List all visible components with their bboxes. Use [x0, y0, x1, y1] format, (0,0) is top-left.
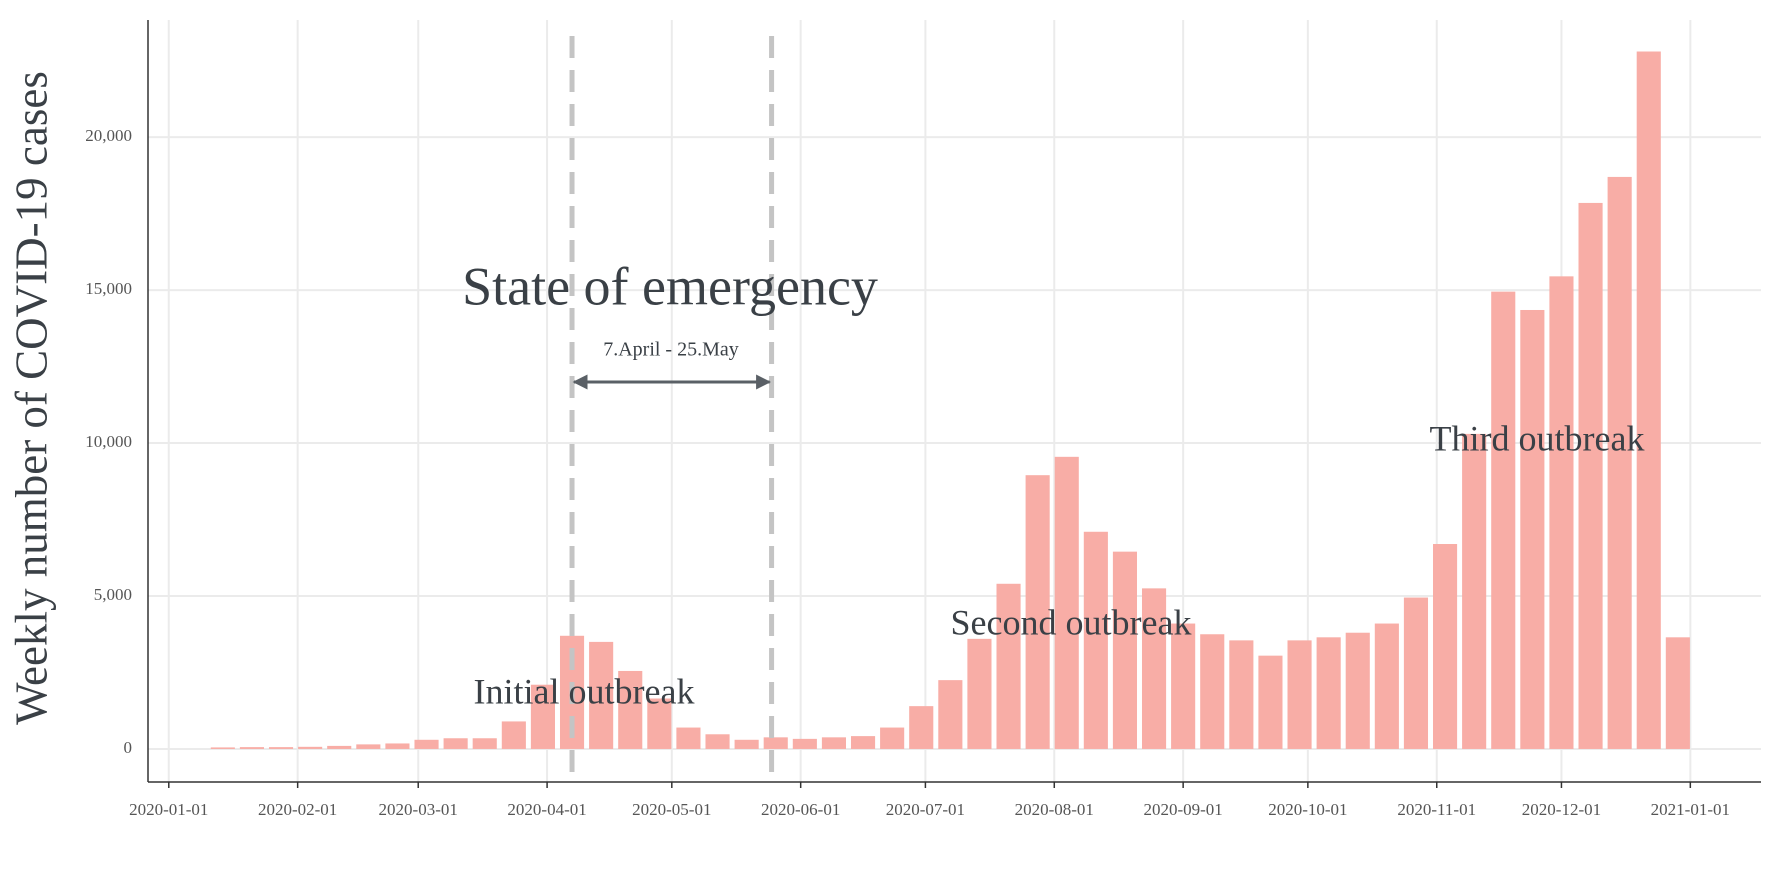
bar — [1112, 551, 1138, 749]
x-tick-label: 2020-09-01 — [1143, 800, 1222, 819]
x-tick-label: 2020-12-01 — [1522, 800, 1601, 819]
x-tick-label: 2020-10-01 — [1268, 800, 1347, 819]
y-tick-label: 5,000 — [94, 585, 132, 604]
bar — [1200, 634, 1225, 749]
bar — [647, 698, 672, 749]
bar — [327, 745, 352, 749]
bar — [1141, 588, 1167, 749]
x-tick-label: 2020-04-01 — [507, 800, 586, 819]
x-tick-label: 2020-01-01 — [129, 800, 208, 819]
bar — [734, 739, 759, 749]
x-tick-label: 2020-11-01 — [1397, 800, 1476, 819]
bar — [414, 739, 439, 749]
annotation: Initial outbreak — [474, 671, 695, 711]
bar — [1316, 637, 1341, 749]
bar — [1432, 544, 1458, 749]
y-tick-label: 10,000 — [85, 432, 132, 451]
x-tick-label: 2020-02-01 — [258, 800, 337, 819]
bar — [1578, 202, 1603, 749]
y-tick-label: 0 — [124, 738, 133, 757]
annotation: Second outbreak — [951, 602, 1192, 642]
annotation: Third outbreak — [1430, 418, 1645, 458]
bar — [1025, 475, 1050, 749]
bar — [1462, 433, 1487, 749]
bar — [1345, 632, 1370, 749]
bar — [618, 670, 643, 749]
bar — [938, 680, 963, 749]
x-tick-label: 2020-08-01 — [1015, 800, 1094, 819]
bar — [676, 727, 701, 749]
x-tick-label: 2020-05-01 — [632, 800, 711, 819]
bar — [1083, 531, 1108, 749]
bar — [967, 638, 992, 749]
bar — [1287, 640, 1312, 749]
bar — [239, 747, 264, 749]
bar — [443, 738, 468, 749]
bar — [1374, 623, 1399, 749]
x-tick-label: 2020-06-01 — [761, 800, 840, 819]
bar — [530, 684, 555, 749]
y-tick-label: 20,000 — [85, 126, 132, 145]
bar — [1403, 597, 1429, 749]
bar — [589, 641, 614, 749]
bar — [880, 727, 905, 749]
bar — [268, 747, 294, 749]
y-axis-label: Weekly number of COVID-19 cases — [6, 71, 56, 725]
bar — [1520, 309, 1545, 749]
bar — [1258, 655, 1283, 749]
bar — [1607, 176, 1632, 749]
bar — [1665, 637, 1690, 749]
bar — [1054, 456, 1079, 749]
y-tick-label: 15,000 — [85, 279, 132, 298]
bar — [1171, 623, 1196, 749]
bar — [1549, 276, 1574, 749]
bar — [821, 737, 846, 749]
x-tick-label: 2020-03-01 — [379, 800, 458, 819]
bar — [763, 737, 788, 749]
bar — [1636, 51, 1661, 749]
x-tick-label: 2020-07-01 — [886, 800, 965, 819]
bar — [298, 746, 323, 749]
bar — [1229, 640, 1254, 749]
bar — [385, 743, 410, 749]
bar — [996, 583, 1021, 749]
bar — [356, 744, 381, 749]
x-tick-label: 2021-01-01 — [1651, 800, 1730, 819]
bar — [472, 738, 497, 749]
bar — [850, 736, 876, 749]
bar — [501, 721, 526, 749]
bar — [1491, 291, 1516, 749]
annotation: 7.April - 25.May — [603, 339, 739, 361]
bar — [210, 747, 235, 749]
bar — [792, 738, 817, 749]
annotation: State of emergency — [462, 256, 878, 316]
bar — [705, 734, 730, 749]
bar — [909, 706, 934, 749]
